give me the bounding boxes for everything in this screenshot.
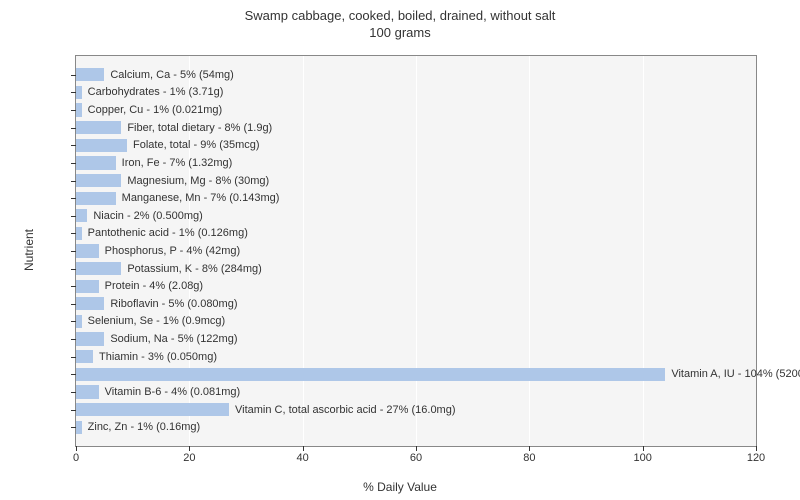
title-line2: 100 grams — [369, 25, 430, 40]
bar — [76, 385, 99, 398]
bar-row: Niacin - 2% (0.500mg) — [76, 209, 203, 222]
x-tick-label: 40 — [297, 452, 309, 464]
bar — [76, 262, 121, 275]
gridline — [416, 56, 417, 446]
chart-title: Swamp cabbage, cooked, boiled, drained, … — [0, 0, 800, 42]
bar — [76, 209, 87, 222]
chart-container: Swamp cabbage, cooked, boiled, drained, … — [0, 0, 800, 500]
bar-label: Iron, Fe - 7% (1.32mg) — [122, 157, 233, 169]
bar-label: Vitamin B-6 - 4% (0.081mg) — [105, 386, 241, 398]
x-tick — [303, 446, 304, 451]
bar-row: Manganese, Mn - 7% (0.143mg) — [76, 192, 279, 205]
bar — [76, 244, 99, 257]
bar — [76, 368, 665, 381]
bar — [76, 350, 93, 363]
bar-row: Phosphorus, P - 4% (42mg) — [76, 244, 240, 257]
x-tick — [529, 446, 530, 451]
bar-label: Magnesium, Mg - 8% (30mg) — [127, 175, 269, 187]
bar-label: Sodium, Na - 5% (122mg) — [110, 333, 237, 345]
bar-label: Phosphorus, P - 4% (42mg) — [105, 245, 241, 257]
bar — [76, 403, 229, 416]
bar-row: Potassium, K - 8% (284mg) — [76, 262, 262, 275]
bar-row: Folate, total - 9% (35mcg) — [76, 139, 260, 152]
bar-label: Calcium, Ca - 5% (54mg) — [110, 69, 233, 81]
bar-row: Thiamin - 3% (0.050mg) — [76, 350, 217, 363]
plot-area: 020406080100120Calcium, Ca - 5% (54mg)Ca… — [75, 55, 757, 447]
bar-row: Vitamin C, total ascorbic acid - 27% (16… — [76, 403, 456, 416]
bar-label: Zinc, Zn - 1% (0.16mg) — [88, 421, 200, 433]
x-tick — [756, 446, 757, 451]
bar — [76, 280, 99, 293]
gridline — [643, 56, 644, 446]
x-tick — [76, 446, 77, 451]
bar — [76, 156, 116, 169]
bar-label: Fiber, total dietary - 8% (1.9g) — [127, 122, 272, 134]
bar — [76, 315, 82, 328]
bar-row: Sodium, Na - 5% (122mg) — [76, 332, 238, 345]
bar-row: Pantothenic acid - 1% (0.126mg) — [76, 227, 248, 240]
bar — [76, 332, 104, 345]
x-axis-label: % Daily Value — [363, 480, 437, 494]
x-tick-label: 60 — [410, 452, 422, 464]
bar — [76, 103, 82, 116]
bar-row: Iron, Fe - 7% (1.32mg) — [76, 156, 232, 169]
bar-label: Copper, Cu - 1% (0.021mg) — [88, 104, 223, 116]
bar-label: Carbohydrates - 1% (3.71g) — [88, 86, 224, 98]
x-tick-label: 100 — [633, 452, 651, 464]
bar-row: Carbohydrates - 1% (3.71g) — [76, 86, 223, 99]
bar-label: Vitamin C, total ascorbic acid - 27% (16… — [235, 404, 456, 416]
bar-row: Vitamin B-6 - 4% (0.081mg) — [76, 385, 240, 398]
bar-row: Selenium, Se - 1% (0.9mcg) — [76, 315, 225, 328]
bar — [76, 227, 82, 240]
bar-row: Magnesium, Mg - 8% (30mg) — [76, 174, 269, 187]
bar-row: Zinc, Zn - 1% (0.16mg) — [76, 421, 200, 434]
gridline — [529, 56, 530, 446]
x-tick-label: 0 — [73, 452, 79, 464]
bar — [76, 421, 82, 434]
bar-label: Protein - 4% (2.08g) — [105, 280, 203, 292]
bar-row: Vitamin A, IU - 104% (5200IU) — [76, 368, 800, 381]
bar-row: Protein - 4% (2.08g) — [76, 280, 203, 293]
x-tick — [416, 446, 417, 451]
bar-label: Niacin - 2% (0.500mg) — [93, 210, 202, 222]
bar-label: Pantothenic acid - 1% (0.126mg) — [88, 227, 248, 239]
x-tick-label: 120 — [747, 452, 765, 464]
bar-row: Calcium, Ca - 5% (54mg) — [76, 68, 234, 81]
x-tick-label: 20 — [183, 452, 195, 464]
bar-label: Thiamin - 3% (0.050mg) — [99, 351, 217, 363]
bar — [76, 121, 121, 134]
bar-label: Manganese, Mn - 7% (0.143mg) — [122, 192, 280, 204]
gridline — [303, 56, 304, 446]
y-axis-label: Nutrient — [22, 229, 36, 271]
x-tick — [643, 446, 644, 451]
bar — [76, 68, 104, 81]
bar-label: Vitamin A, IU - 104% (5200IU) — [671, 368, 800, 380]
bar-label: Folate, total - 9% (35mcg) — [133, 139, 260, 151]
x-tick — [189, 446, 190, 451]
bar — [76, 139, 127, 152]
bar-row: Fiber, total dietary - 8% (1.9g) — [76, 121, 272, 134]
bar-row: Riboflavin - 5% (0.080mg) — [76, 297, 238, 310]
bar — [76, 192, 116, 205]
bar-label: Selenium, Se - 1% (0.9mcg) — [88, 315, 226, 327]
bar-label: Riboflavin - 5% (0.080mg) — [110, 298, 237, 310]
bar-row: Copper, Cu - 1% (0.021mg) — [76, 103, 222, 116]
bar — [76, 174, 121, 187]
x-tick-label: 80 — [523, 452, 535, 464]
bar — [76, 297, 104, 310]
bar — [76, 86, 82, 99]
bar-label: Potassium, K - 8% (284mg) — [127, 263, 262, 275]
title-line1: Swamp cabbage, cooked, boiled, drained, … — [245, 8, 556, 23]
